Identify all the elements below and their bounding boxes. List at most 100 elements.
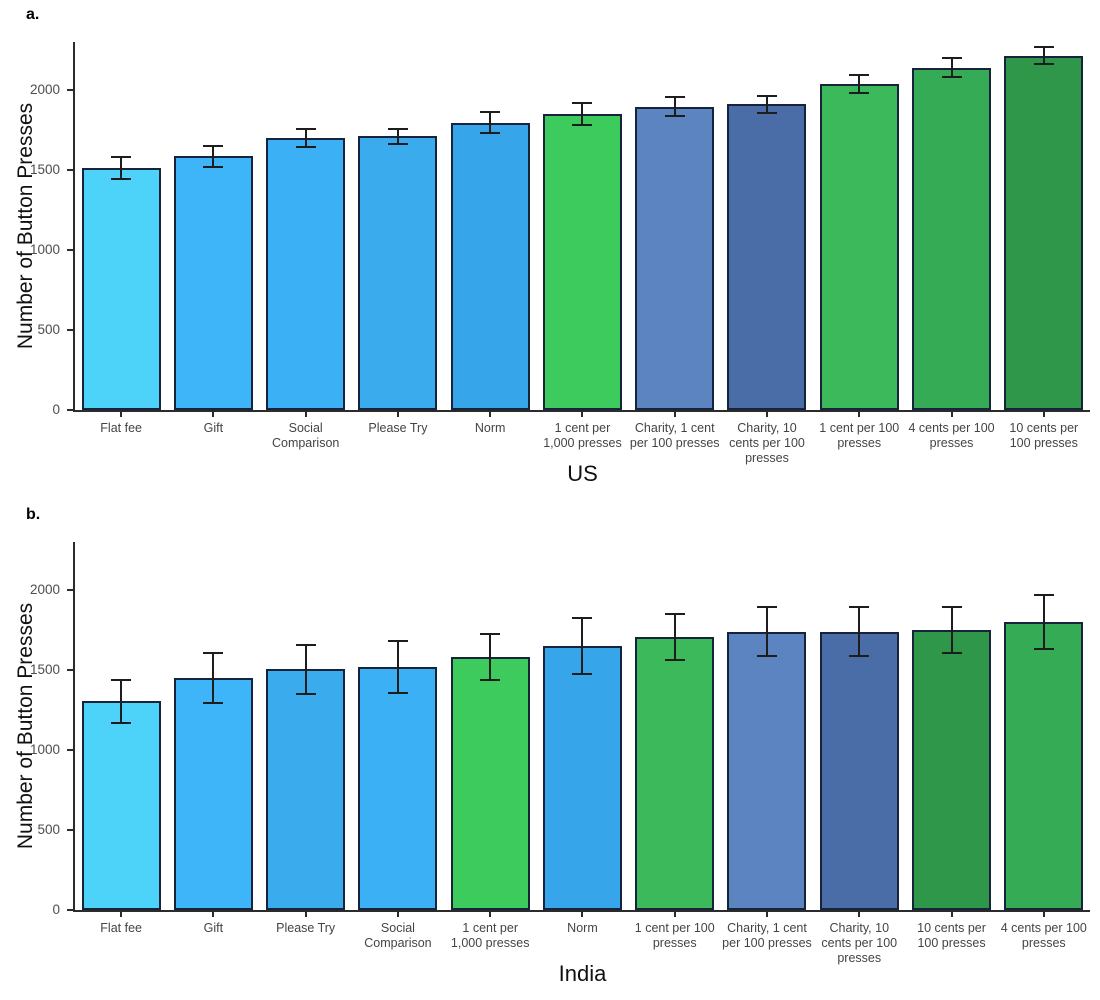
x-category-cell: 10 cents per 100 presses: [998, 412, 1090, 465]
x-tick-mark: [212, 412, 215, 417]
x-category-cell: Charity, 10 cents per 100 presses: [813, 912, 905, 965]
y-tick-label: 0: [52, 402, 60, 417]
x-axis-title: US: [567, 461, 598, 486]
error-bar: [295, 643, 316, 695]
bar: [450, 122, 530, 410]
x-category-label: Charity, 10 cents per 100 presses: [821, 921, 898, 965]
x-tick-mark: [765, 912, 768, 917]
y-tick-mark: [67, 909, 73, 911]
panel-india: b. Number of Button Presses 0 500 1000 1500…: [0, 500, 1100, 1000]
y-tick-mark: [67, 589, 73, 591]
error-bar: [387, 127, 408, 146]
bar-slot: [629, 42, 721, 410]
bar-slot: [444, 542, 536, 910]
y-tick-mark: [67, 749, 73, 751]
bar: [173, 678, 253, 910]
y-axis-line: [73, 42, 75, 410]
x-category-cell: Charity, 1 cent per 100 presses: [721, 912, 813, 965]
y-tick-mark: [67, 169, 73, 171]
x-category-cell: Social Comparison: [260, 412, 352, 465]
error-bar: [756, 94, 777, 114]
x-category-cell: 10 cents per 100 presses: [905, 912, 997, 965]
error-bar: [572, 102, 593, 126]
x-category-label: Flat fee: [100, 421, 142, 435]
bar-slot: [998, 542, 1090, 910]
error-bar: [480, 111, 501, 135]
x-tick-mark: [489, 412, 492, 417]
y-tick-mark: [67, 89, 73, 91]
x-tick-mark: [396, 912, 399, 917]
bar-slot: [75, 42, 167, 410]
x-category-cell: 1 cent per 100 presses: [629, 912, 721, 965]
x-category-label: 10 cents per 100 presses: [1009, 421, 1079, 450]
bar: [542, 114, 622, 410]
x-category-cell: Norm: [444, 412, 536, 465]
bar: [358, 666, 438, 910]
x-tick-mark: [120, 412, 123, 417]
error-bar: [664, 96, 685, 118]
bar-slot: [721, 42, 813, 410]
x-category-cell: 1 cent per 100 presses: [813, 412, 905, 465]
x-category-label: Social Comparison: [271, 421, 340, 450]
bar: [819, 83, 899, 410]
bar: [635, 637, 715, 910]
x-category-cell: Charity, 10 cents per 100 presses: [721, 412, 813, 465]
x-category-label: Gift: [203, 921, 224, 935]
error-bar: [1033, 46, 1054, 66]
x-tick-mark: [396, 412, 399, 417]
bar: [81, 701, 161, 910]
error-bar: [941, 606, 962, 654]
y-tick-mark: [67, 249, 73, 251]
x-axis-labels: Flat fee Gift Social Comparison Please Try N…: [75, 412, 1090, 465]
x-category-label: Charity, 1 cent per 100 presses: [722, 921, 812, 950]
bar-slot: [536, 542, 628, 910]
x-category-cell: Social Comparison: [352, 912, 444, 965]
bar: [819, 631, 899, 910]
x-category-label: Norm: [567, 921, 598, 935]
y-axis: 0 500 1000 1500 2000: [0, 42, 73, 417]
bar-slot: [905, 542, 997, 910]
bar-slot: [167, 42, 259, 410]
y-tick-label: 1000: [29, 242, 60, 257]
error-bar: [480, 633, 501, 682]
x-tick-mark: [673, 412, 676, 417]
bar: [727, 104, 807, 410]
error-bar: [295, 127, 316, 149]
error-bar: [203, 651, 224, 705]
y-tick-label: 1500: [29, 662, 60, 677]
x-category-label: Charity, 10 cents per 100 presses: [729, 421, 805, 465]
bar: [81, 168, 161, 410]
bar: [635, 106, 715, 410]
x-category-label: 1 cent per 1,000 presses: [450, 921, 530, 950]
y-tick-label: 1000: [29, 742, 60, 757]
bar-slot: [75, 542, 167, 910]
bar: [450, 657, 530, 910]
x-tick-mark: [1042, 412, 1045, 417]
x-category-label: Please Try: [276, 921, 336, 935]
x-category-cell: Flat fee: [75, 412, 167, 465]
x-category-cell: Flat fee: [75, 912, 167, 965]
error-bar: [203, 144, 224, 169]
x-tick-mark: [673, 912, 676, 917]
x-tick-mark: [581, 912, 584, 917]
y-axis-line: [73, 542, 75, 910]
bar: [727, 631, 807, 910]
bar-slot: [260, 542, 352, 910]
x-tick-mark: [765, 412, 768, 417]
y-tick-label: 500: [37, 322, 60, 337]
bar: [912, 630, 992, 910]
x-tick-mark: [304, 412, 307, 417]
x-tick-mark: [950, 912, 953, 917]
y-tick-mark: [67, 329, 73, 331]
error-bar: [849, 606, 870, 658]
x-axis-title: India: [558, 961, 607, 986]
y-axis: 0 500 1000 1500 2000: [0, 542, 73, 917]
x-category-cell: Norm: [536, 912, 628, 965]
bar-slot: [813, 42, 905, 410]
bar-slot: [352, 42, 444, 410]
bar: [173, 156, 253, 410]
x-tick-mark: [120, 912, 123, 917]
y-tick-label: 0: [52, 902, 60, 917]
x-tick-mark: [858, 912, 861, 917]
bar-slot: [352, 542, 444, 910]
